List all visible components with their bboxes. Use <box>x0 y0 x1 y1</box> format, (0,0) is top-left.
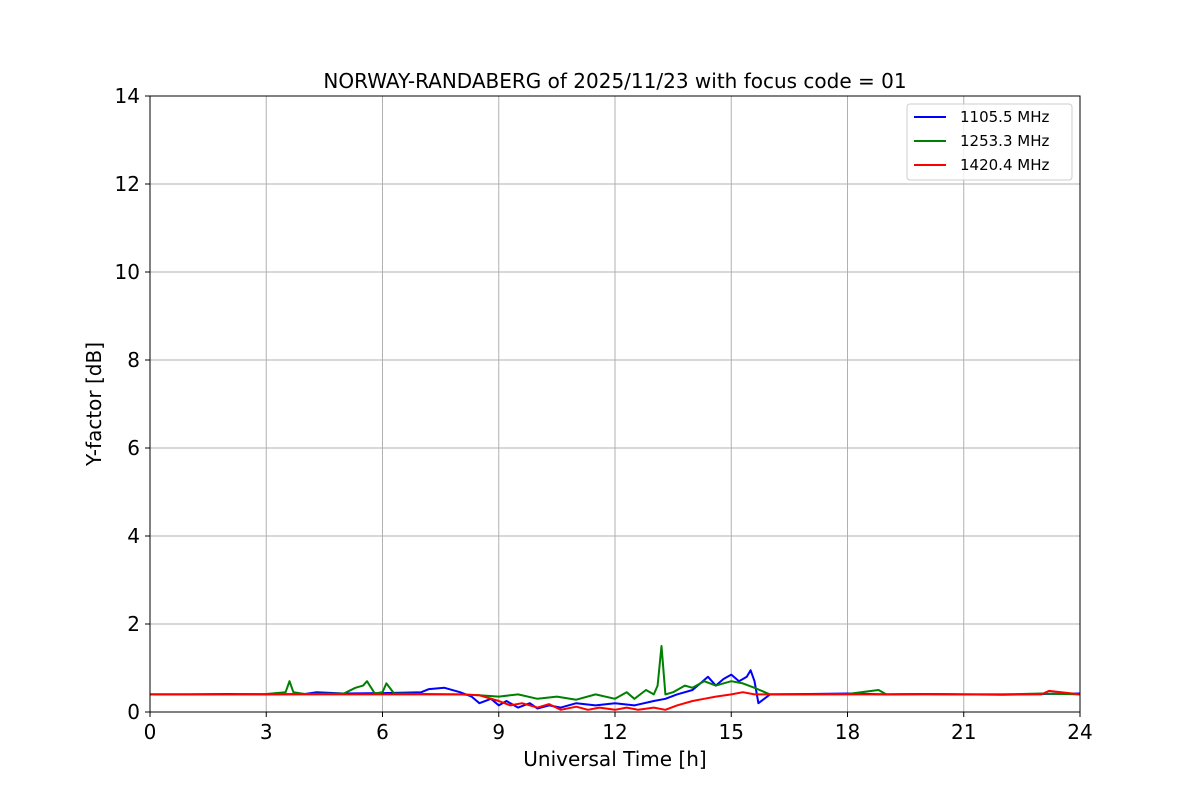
y-axis-label: Y-factor [dB] <box>82 342 106 467</box>
series-line-3 <box>150 689 1081 711</box>
x-tick-label: 18 <box>835 720 860 744</box>
legend-entry: 1420.4 MHz <box>960 156 1049 174</box>
chart-title: NORWAY-RANDABERG of 2025/11/23 with focu… <box>323 69 906 93</box>
y-tick-label: 12 <box>115 172 140 196</box>
y-tick-label: 0 <box>127 700 140 724</box>
legend: 1105.5 MHz 1253.3 MHz 1420.4 MHz <box>906 103 1073 181</box>
legend-entry: 1105.5 MHz <box>960 108 1049 126</box>
x-tick-label: 0 <box>144 720 157 744</box>
y-tick-label: 4 <box>127 524 140 548</box>
legend-box <box>906 103 1073 181</box>
y-tick-label: 14 <box>115 84 140 108</box>
y-tick-label: 6 <box>127 436 140 460</box>
series-lines <box>150 645 1081 711</box>
x-tick-label: 9 <box>492 720 505 744</box>
x-tick-label: 21 <box>951 720 976 744</box>
x-tick-label: 24 <box>1067 720 1092 744</box>
grid <box>149 95 1081 713</box>
legend-entry: 1253.3 MHz <box>960 132 1049 150</box>
y-tick-label: 8 <box>127 348 140 372</box>
x-axis-label: Universal Time [h] <box>523 747 706 771</box>
x-tick-label: 12 <box>602 720 627 744</box>
y-tick-label: 2 <box>127 612 140 636</box>
y-tick-label: 10 <box>115 260 140 284</box>
x-tick-label: 6 <box>376 720 389 744</box>
x-tick-label: 3 <box>260 720 273 744</box>
x-tick-label: 15 <box>719 720 744 744</box>
